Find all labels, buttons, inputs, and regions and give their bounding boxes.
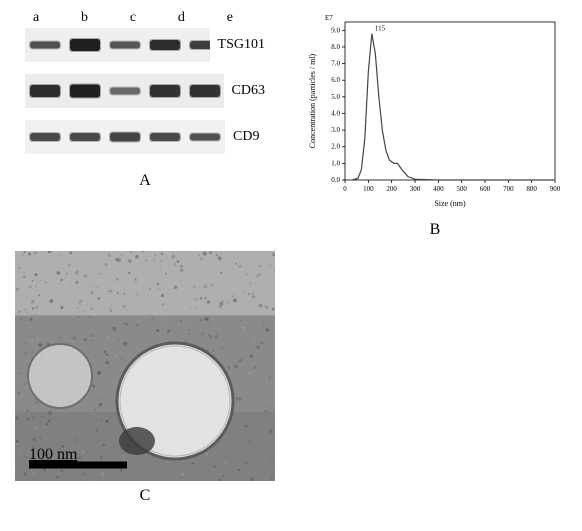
panel-a: a b c d e TSG101 CD63 CD9 A: [10, 10, 280, 239]
svg-text:4.0: 4.0: [331, 109, 340, 117]
panel-c: 100 nm C: [10, 251, 280, 505]
svg-text:100: 100: [363, 185, 374, 193]
panel-b: 0.0 1.0 2.0 3.0 4.0 5.0 6.0 7.0 8.0 9.0 0 100 200 300…: [300, 10, 570, 239]
svg-text:9.0: 9.0: [331, 26, 340, 34]
svg-text:3.0: 3.0: [331, 126, 340, 134]
svg-text:115: 115: [375, 25, 386, 33]
svg-text:400: 400: [433, 185, 444, 193]
blot-strip: [25, 74, 224, 108]
blot-protein-label: CD9: [233, 129, 259, 145]
lane-label: b: [81, 10, 88, 26]
svg-text:2.0: 2.0: [331, 143, 340, 151]
panel-a-label: A: [139, 172, 151, 190]
svg-text:600: 600: [480, 185, 491, 193]
blot-protein-label: CD63: [232, 83, 265, 99]
svg-text:500: 500: [456, 185, 467, 193]
svg-text:900: 900: [550, 185, 561, 193]
svg-text:100 nm: 100 nm: [29, 446, 78, 463]
blot-protein-label: TSG101: [218, 37, 265, 53]
blot-row: TSG101: [25, 28, 265, 62]
figure-grid: a b c d e TSG101 CD63 CD9 A 0.0 1.0 2.0 3.0 4.0 5.0…: [10, 10, 572, 505]
svg-text:700: 700: [503, 185, 514, 193]
lane-labels-row: a b c d e: [25, 10, 241, 26]
blot-row: CD9: [25, 120, 265, 154]
svg-text:200: 200: [386, 185, 397, 193]
svg-text:1.0: 1.0: [331, 159, 340, 167]
svg-text:0: 0: [343, 185, 347, 193]
svg-text:800: 800: [526, 185, 537, 193]
blot-strip: [25, 120, 225, 154]
lane-label: a: [33, 10, 39, 26]
svg-text:6.0: 6.0: [331, 76, 340, 84]
blot-row: CD63: [25, 74, 265, 108]
tem-svg: 100 nm: [15, 251, 275, 481]
tem-image: 100 nm: [15, 251, 275, 481]
svg-text:8.0: 8.0: [331, 43, 340, 51]
svg-text:300: 300: [410, 185, 421, 193]
panel-b-label: B: [430, 221, 441, 239]
svg-text:E7: E7: [325, 14, 333, 22]
lane-label: d: [178, 10, 185, 26]
size-distribution-chart: 0.0 1.0 2.0 3.0 4.0 5.0 6.0 7.0 8.0 9.0 0 100 200 300…: [305, 10, 565, 215]
svg-text:5.0: 5.0: [331, 93, 340, 101]
svg-text:0.0: 0.0: [331, 176, 340, 184]
svg-text:Concentration (particles / ml): Concentration (particles / ml): [308, 53, 317, 148]
panel-c-label: C: [140, 487, 151, 505]
western-blot-panel: a b c d e TSG101 CD63 CD9: [25, 10, 265, 166]
lane-label: c: [130, 10, 136, 26]
lane-label: e: [227, 10, 233, 26]
blot-rows: TSG101 CD63 CD9: [25, 28, 265, 154]
blot-strip: [25, 28, 210, 62]
svg-text:Size (nm): Size (nm): [434, 199, 466, 208]
svg-text:7.0: 7.0: [331, 60, 340, 68]
chart-svg: 0.0 1.0 2.0 3.0 4.0 5.0 6.0 7.0 8.0 9.0 0 100 200 300…: [305, 10, 565, 210]
